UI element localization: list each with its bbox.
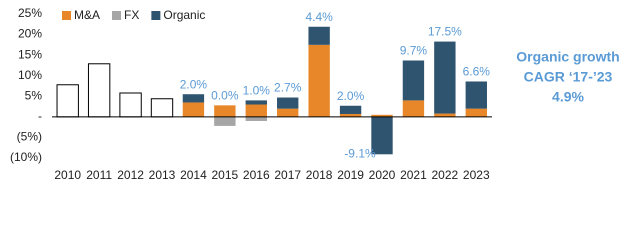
bar-segment [371,116,393,155]
bar-segment [465,81,487,109]
x-tick-label: 2014 [180,168,207,182]
legend-swatch [112,11,122,20]
annotation: Organic growth [516,49,619,65]
value-label: 0.0% [211,89,239,103]
y-tick-label: 5% [25,88,43,102]
bar-segment [214,105,236,117]
x-tick-label: 2023 [463,168,490,182]
annotation: 4.9% [552,89,584,105]
value-label: 1.0% [243,84,271,98]
y-tick-label: (5%) [17,130,42,144]
x-tick-label: 2019 [337,168,364,182]
bar-segment [402,60,425,101]
bar-segment [339,113,362,117]
bar-segment [245,116,267,121]
value-label: 2.7% [274,81,302,95]
bar-segment [465,108,487,117]
y-tick-label: 25% [18,6,42,20]
x-tick-label: 2015 [212,168,239,182]
value-label: 17.5% [428,25,462,39]
bar-segment [182,94,205,103]
legend-label: Organic [163,8,205,22]
bar-segment [245,104,267,117]
x-tick-label: 2016 [243,168,270,182]
legend-swatch [62,11,71,20]
value-label: 2.0% [180,77,208,91]
legend-swatch [151,11,161,20]
bar-segment [214,116,236,126]
x-tick-label: 2012 [117,168,144,182]
bar-segment [308,26,330,45]
legend-label: FX [124,8,139,22]
y-tick-label: 10% [18,68,42,82]
x-tick-label: 2013 [149,168,176,182]
x-tick-label: 2017 [274,168,301,182]
y-tick-label: - [38,109,42,123]
value-label: 6.6% [463,65,491,79]
bar-segment [402,100,425,117]
y-tick-label: 20% [18,27,42,41]
total-bar [150,98,174,118]
bar-segment [371,114,393,117]
x-tick-label: 2010 [54,168,81,182]
x-tick-label: 2021 [400,168,427,182]
value-label: 9.7% [400,44,428,58]
bar-segment [434,41,456,114]
bar-segment [277,97,299,109]
x-tick-label: 2020 [369,168,396,182]
total-bar [119,92,142,118]
value-label: 2.0% [337,89,365,103]
legend-label: M&A [74,8,100,22]
total-bar [56,84,79,118]
x-tick-label: 2018 [306,168,333,182]
bar-segment [339,105,362,114]
x-tick-label: 2011 [86,168,112,182]
chart: 25% 20% 15% 10% 5% - (5%) (10%) M&A FX Organic 2010… [10,6,620,182]
x-tick-label: 2022 [432,168,459,182]
bar-segment [308,44,330,117]
bar-segment [245,100,267,105]
bar-segment [277,108,299,117]
value-label: -9.1% [344,146,376,160]
annotation: CAGR ‘17-’23 [524,69,613,85]
y-tick-label: (10%) [10,150,42,164]
total-bar [87,63,111,118]
value-label: 4.4% [305,10,333,24]
bar-segment [434,113,456,117]
y-tick-label: 15% [18,47,42,61]
bar-segment [182,102,205,117]
